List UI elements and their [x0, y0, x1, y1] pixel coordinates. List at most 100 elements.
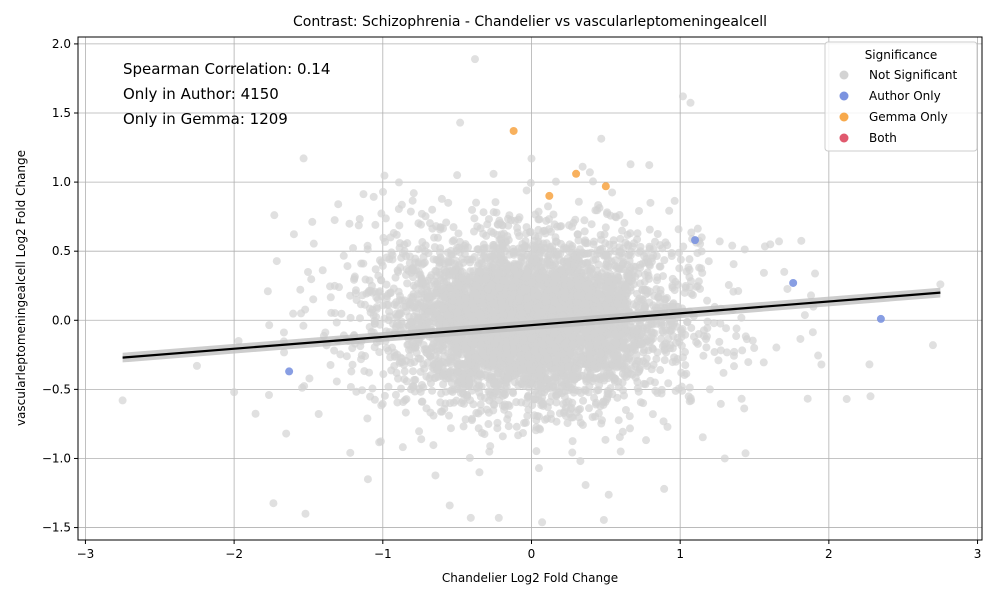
point-not-significant: [669, 344, 677, 352]
point-not-significant: [485, 448, 493, 456]
point-not-significant: [689, 291, 697, 299]
point-not-significant: [485, 215, 493, 223]
point-not-significant: [494, 368, 502, 376]
point-not-significant: [661, 356, 669, 364]
point-not-significant: [550, 373, 558, 381]
point-not-significant: [579, 163, 587, 171]
point-not-significant: [699, 352, 707, 360]
point-not-significant: [379, 370, 387, 378]
point-not-significant: [393, 398, 401, 406]
point-not-significant: [480, 208, 488, 216]
point-not-significant: [442, 388, 450, 396]
point-not-significant: [380, 172, 388, 180]
point-not-significant: [571, 365, 579, 373]
point-not-significant: [569, 437, 577, 445]
point-not-significant: [410, 189, 418, 197]
point-not-significant: [703, 297, 711, 305]
point-not-significant: [368, 385, 376, 393]
point-not-significant: [694, 340, 702, 348]
point-not-significant: [411, 259, 419, 267]
point-not-significant: [588, 220, 596, 228]
point-not-significant: [705, 257, 713, 265]
point-not-significant: [468, 256, 476, 264]
point-not-significant: [699, 433, 707, 441]
point-not-significant: [349, 361, 357, 369]
point-not-significant: [366, 305, 374, 313]
point-not-significant: [475, 268, 483, 276]
point-not-significant: [677, 256, 685, 264]
point-not-significant: [597, 135, 605, 143]
point-not-significant: [702, 343, 710, 351]
point-not-significant: [352, 388, 360, 396]
point-not-significant: [541, 264, 549, 272]
point-not-significant: [436, 346, 444, 354]
point-not-significant: [687, 394, 695, 402]
point-not-significant: [657, 286, 665, 294]
point-not-significant: [741, 245, 749, 253]
point-not-significant: [716, 237, 724, 245]
point-not-significant: [395, 310, 403, 318]
point-not-significant: [801, 311, 809, 319]
point-not-significant: [355, 221, 363, 229]
point-not-significant: [499, 432, 507, 440]
point-not-significant: [340, 252, 348, 260]
point-not-significant: [619, 386, 627, 394]
point-not-significant: [570, 389, 578, 397]
point-not-significant: [505, 422, 513, 430]
point-not-significant: [585, 342, 593, 350]
point-not-significant: [477, 373, 485, 381]
point-not-significant: [410, 282, 418, 290]
point-not-significant: [470, 305, 478, 313]
point-not-significant: [434, 234, 442, 242]
point-not-significant: [538, 340, 546, 348]
point-not-significant: [346, 449, 354, 457]
point-not-significant: [343, 262, 351, 270]
point-not-significant: [497, 235, 505, 243]
point-not-significant: [772, 344, 780, 352]
point-not-significant: [734, 287, 742, 295]
point-not-significant: [450, 223, 458, 231]
point-not-significant: [717, 400, 725, 408]
point-not-significant: [648, 258, 656, 266]
point-not-significant: [350, 274, 358, 282]
point-not-significant: [730, 362, 738, 370]
point-not-significant: [327, 309, 335, 317]
point-not-significant: [494, 381, 502, 389]
point-not-significant: [649, 410, 657, 418]
point-not-significant: [422, 404, 430, 412]
point-not-significant: [360, 367, 368, 375]
point-not-significant: [654, 294, 662, 302]
point-not-significant: [532, 447, 540, 455]
point-not-significant: [553, 248, 561, 256]
point-not-significant: [561, 341, 569, 349]
point-not-significant: [627, 160, 635, 168]
point-not-significant: [575, 406, 583, 414]
point-not-significant: [687, 229, 695, 237]
point-not-significant: [811, 270, 819, 278]
point-not-significant: [760, 269, 768, 277]
point-not-significant: [529, 374, 537, 382]
point-not-significant: [345, 220, 353, 228]
point-not-significant: [418, 238, 426, 246]
point-not-significant: [641, 380, 649, 388]
point-not-significant: [365, 287, 373, 295]
point-not-significant: [269, 499, 277, 507]
point-not-significant: [379, 188, 387, 196]
point-not-significant: [660, 485, 668, 493]
point-not-significant: [549, 210, 557, 218]
point-not-significant: [624, 274, 632, 282]
point-not-significant: [429, 441, 437, 449]
point-not-significant: [490, 170, 498, 178]
point-not-significant: [457, 399, 465, 407]
point-not-significant: [634, 229, 642, 237]
point-not-significant: [653, 276, 661, 284]
point-not-significant: [428, 206, 436, 214]
point-not-significant: [590, 365, 598, 373]
point-not-significant: [523, 294, 531, 302]
point-not-significant: [603, 259, 611, 267]
point-not-significant: [520, 419, 528, 427]
point-not-significant: [431, 267, 439, 275]
point-not-significant: [696, 285, 704, 293]
point-not-significant: [460, 422, 468, 430]
point-not-significant: [865, 360, 873, 368]
